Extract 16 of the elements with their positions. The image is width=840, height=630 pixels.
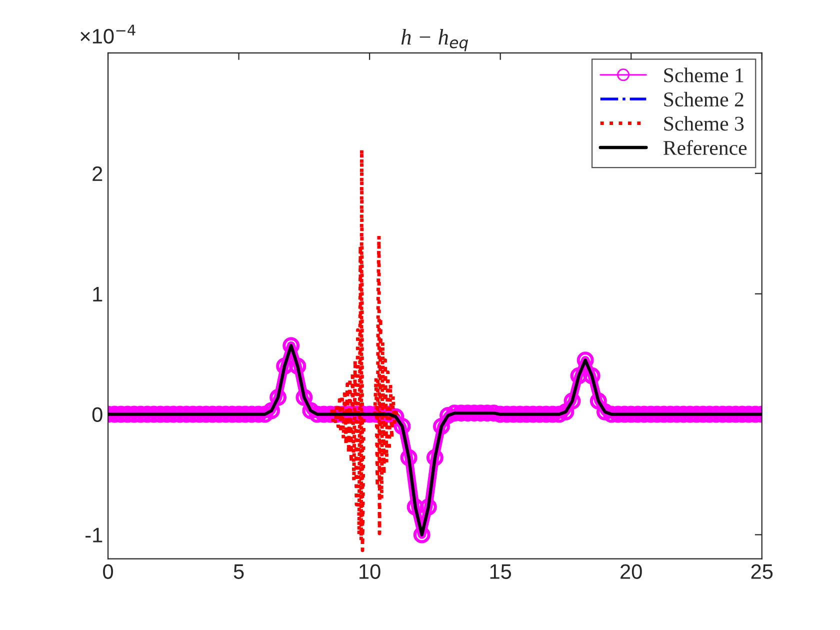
legend-label: Scheme 2	[664, 92, 744, 107]
x-tick-label: 0	[103, 564, 114, 579]
y-tick-label: -1	[86, 528, 102, 542]
x-tick-label: 5	[234, 564, 244, 579]
legend-label: Scheme 3	[664, 116, 744, 131]
legend-label: Scheme 1	[664, 68, 744, 82]
x-tick-label: 15	[490, 564, 512, 579]
x-tick-label: 10	[360, 564, 380, 579]
x-tick-label: 25	[751, 564, 773, 579]
legend-label: Reference	[663, 140, 747, 155]
y-tick-label: 0	[92, 407, 102, 422]
chart-title: h − h$_{eq}$	[401, 29, 468, 52]
x-tick-label: 20	[620, 564, 642, 579]
y-tick-label: 2	[92, 166, 102, 181]
text: ×10$^{−4}$	[80, 24, 136, 44]
y-tick-label: 1	[93, 287, 102, 302]
